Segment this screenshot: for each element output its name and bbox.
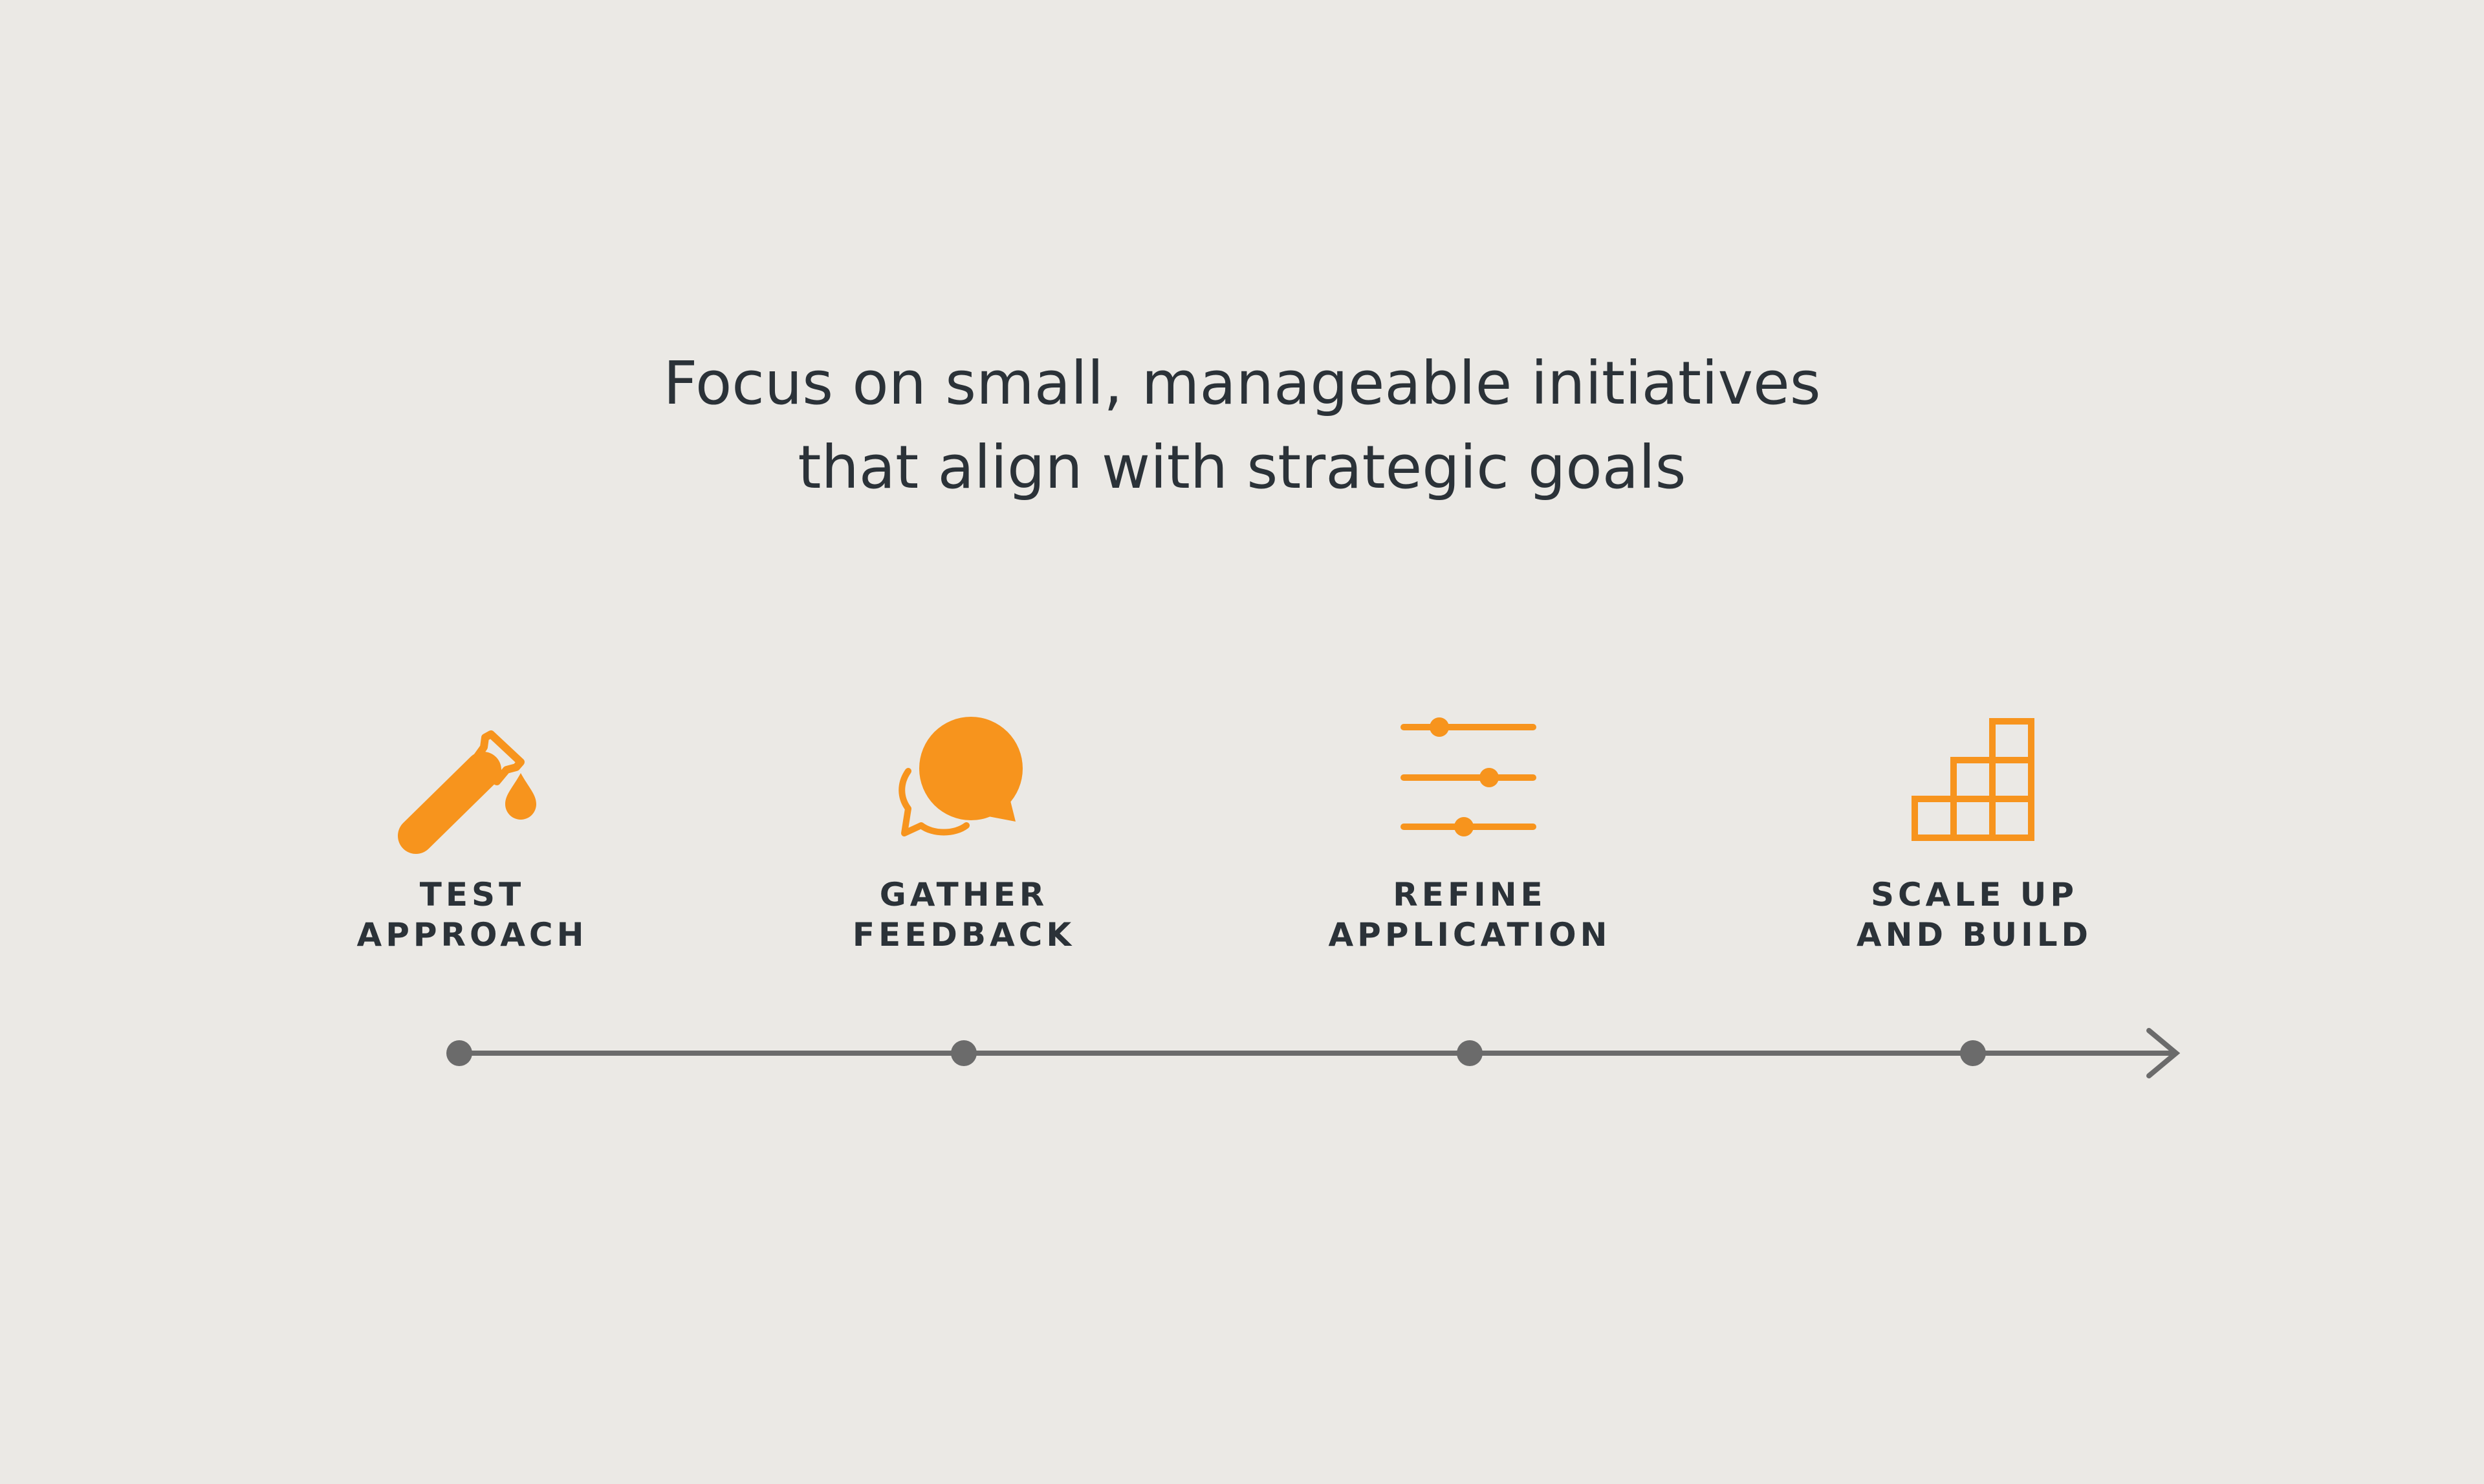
timeline-arrowhead — [2146, 1028, 2181, 1078]
timeline-dot — [446, 1040, 472, 1066]
stacked-blocks-icon — [1912, 718, 2034, 841]
headline-line-1: Focus on small, manageable initiatives — [663, 349, 1821, 418]
headline: Focus on small, manageable initiatives t… — [0, 342, 2484, 510]
timeline-dot — [1960, 1040, 1986, 1066]
step-label-test-approach: TEST APPROACH — [356, 876, 588, 954]
step-label-scale-up: SCALE UP AND BUILD — [1856, 876, 2093, 954]
step-label-refine-application: REFINE APPLICATION — [1328, 876, 1611, 954]
step-label-gather-feedback: GATHER FEEDBACK — [852, 876, 1076, 954]
timeline-dot — [1457, 1040, 1483, 1066]
sliders-icon — [1400, 717, 1536, 836]
speech-bubbles-icon — [899, 717, 1023, 836]
timeline-dot — [951, 1040, 977, 1066]
test-tube-icon — [398, 730, 536, 854]
headline-line-2: that align with strategic goals — [798, 433, 1686, 502]
